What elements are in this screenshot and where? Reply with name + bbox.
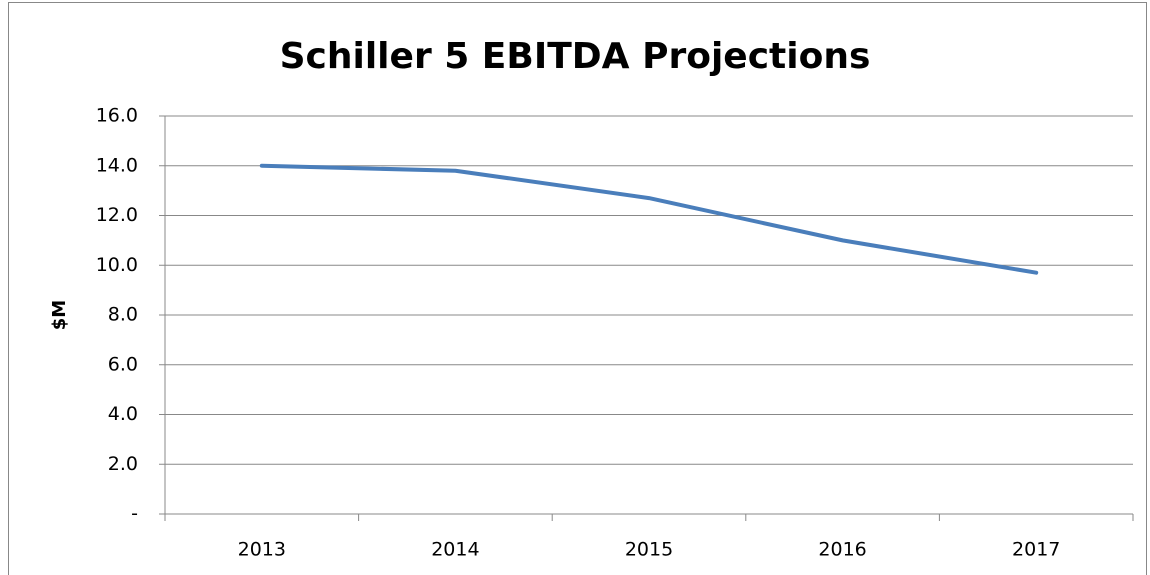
y-tick-label: 14.0 bbox=[96, 154, 138, 176]
y-tick-label: 6.0 bbox=[108, 353, 138, 375]
chart-title: Schiller 5 EBITDA Projections bbox=[280, 36, 871, 77]
y-tick-label: 8.0 bbox=[108, 304, 138, 326]
y-tick-label: - bbox=[131, 503, 138, 525]
x-tick-label: 2017 bbox=[1012, 539, 1060, 561]
data-line bbox=[259, 163, 1039, 275]
y-tick-label: 4.0 bbox=[108, 403, 138, 425]
y-axis-label: $M bbox=[49, 300, 70, 330]
y-tick-label: 10.0 bbox=[96, 254, 138, 276]
y-tick-label: 16.0 bbox=[96, 105, 138, 127]
x-tick-label: 2013 bbox=[238, 539, 286, 561]
y-tick-label: 12.0 bbox=[96, 204, 138, 226]
chart-frame bbox=[8, 2, 1147, 575]
y-tick-label: 2.0 bbox=[108, 453, 138, 475]
x-tick-label: 2016 bbox=[818, 539, 866, 561]
x-tick-label: 2015 bbox=[625, 539, 673, 561]
x-tick-label: 2014 bbox=[431, 539, 479, 561]
